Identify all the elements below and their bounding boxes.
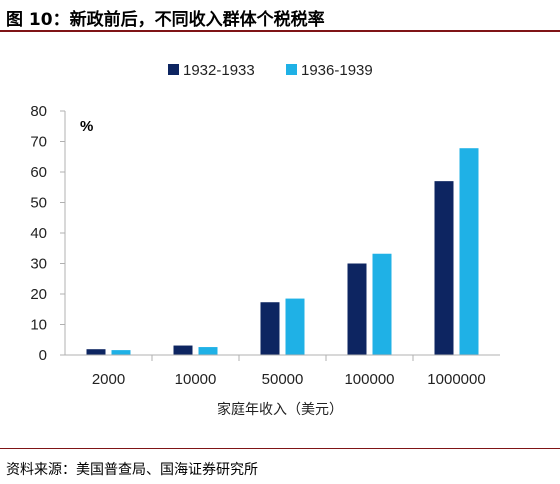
figure-footer: 资料来源：美国普查局、国海证券研究所 [0, 448, 560, 484]
y-tick-label: 60 [30, 164, 47, 181]
x-tick-label: 50000 [262, 371, 304, 388]
x-tick-label: 2000 [92, 371, 125, 388]
footer-divider [0, 448, 560, 449]
bar-1932-1933-50000 [260, 302, 280, 355]
bar-1932-1933-10000 [173, 345, 193, 355]
figure-header: 图 10：新政前后，不同收入群体个税税率 [0, 0, 560, 34]
x-axis: 2000 10000 50000 100000 1000000 [92, 355, 486, 388]
y-axis: 0 10 20 30 40 50 60 70 80 [30, 103, 66, 364]
bar-1932-1933-100000 [347, 263, 367, 355]
bars-group [86, 148, 479, 355]
x-axis-title: 家庭年收入（美元） [217, 401, 343, 417]
y-tick-label: 80 [30, 103, 47, 120]
bar-1932-1933-2000 [86, 349, 106, 355]
y-tick-label: 40 [30, 225, 47, 242]
chart-legend: 1932-1933 1936-1939 [168, 62, 373, 79]
source-note: 资料来源：美国普查局、国海证券研究所 [6, 462, 258, 478]
x-tick-label: 100000 [344, 371, 394, 388]
legend-label: 1936-1939 [301, 62, 373, 79]
y-tick-label: 20 [30, 286, 47, 303]
header-divider [0, 30, 560, 32]
y-tick-label: 0 [39, 347, 47, 364]
bar-1936-1939-1000000 [459, 148, 479, 355]
bar-1936-1939-100000 [372, 253, 392, 355]
y-tick-label: 10 [30, 317, 47, 334]
bar-1932-1933-1000000 [434, 181, 454, 355]
y-tick-label: 50 [30, 195, 47, 212]
y-unit-label: % [80, 118, 93, 135]
bar-chart: 1932-1933 1936-1939 % 0 10 20 30 40 50 60 70 80 2… [30, 62, 500, 417]
bar-1936-1939-2000 [111, 350, 131, 355]
figure-title: 图 10：新政前后，不同收入群体个税税率 [6, 10, 325, 30]
y-tick-label: 70 [30, 134, 47, 151]
bar-1936-1939-10000 [198, 347, 218, 355]
legend-label: 1932-1933 [183, 62, 255, 79]
bar-1936-1939-50000 [285, 298, 305, 355]
x-tick-label: 10000 [175, 371, 217, 388]
legend-swatch-1932-1933 [168, 64, 179, 75]
x-tick-label: 1000000 [427, 371, 485, 388]
y-tick-label: 30 [30, 256, 47, 273]
legend-swatch-1936-1939 [286, 64, 297, 75]
